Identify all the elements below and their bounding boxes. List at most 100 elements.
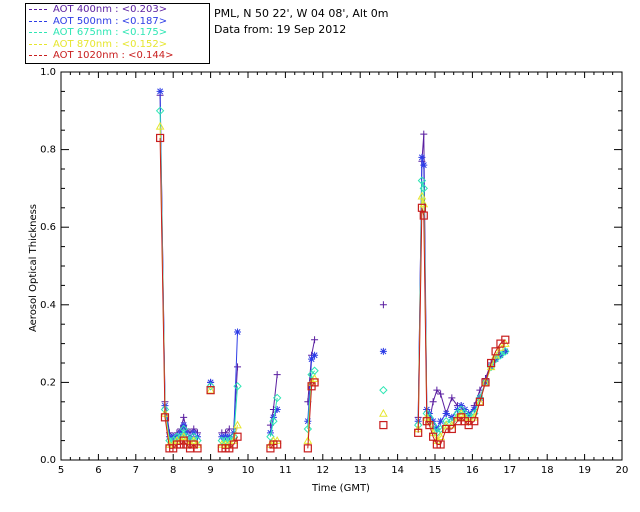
data-point-star [234, 328, 242, 336]
x-tick-label: 9 [207, 465, 213, 476]
series-triangle [155, 121, 510, 448]
data-point-square [310, 378, 319, 387]
data-point-diamond [269, 416, 278, 426]
x-tick-label: 14 [391, 465, 404, 476]
data-point-square [379, 420, 388, 430]
x-tick-label: 18 [541, 465, 554, 476]
data-point-diamond [379, 385, 388, 395]
data-point-triangle [181, 436, 191, 444]
y-axis-title: Aerosol Optical Thickness [28, 204, 39, 332]
y-tick-label: 0.6 [40, 222, 56, 233]
data-point-star [311, 351, 319, 359]
y-tick-label: 1.0 [40, 67, 56, 78]
data-point-square [414, 428, 423, 437]
legend-item-1020nm: AOT 1020nm : <0.144> [26, 50, 209, 62]
series-line [417, 157, 506, 431]
legend-item-870nm: AOT 870nm : <0.152> [26, 39, 209, 51]
x-tick-label: 15 [429, 465, 442, 476]
data-point-square [419, 211, 428, 220]
chart-axes: 5 6 7 8 9 10 11 12 13 14 15 16 17 18 19 20 0.0 0.2 0.4 0.6 0… [40, 67, 628, 476]
data-point-square [429, 432, 438, 441]
data-point-triangle [310, 373, 319, 382]
y-tick-label: 0.4 [40, 300, 56, 311]
data-point-star [420, 161, 428, 169]
x-tick-label: 17 [503, 465, 516, 476]
y-tick-label: 0.0 [40, 455, 56, 466]
data-point-square [206, 386, 215, 395]
legend-item-675nm: AOT 675nm : <0.175> [26, 27, 209, 39]
plot-frame [60, 71, 623, 461]
chart-legend: AOT 400nm : <0.203> AOT 500nm : <0.187> … [25, 3, 210, 64]
legend-label-500nm: AOT 500nm : <0.187> [53, 15, 168, 27]
x-tick-label: 11 [279, 465, 292, 476]
data-point-plus [437, 390, 445, 398]
data-point-star [501, 347, 509, 355]
x-tick-label: 8 [170, 465, 176, 476]
data-point-square [491, 347, 500, 356]
data-point-triangle [233, 420, 242, 429]
data-point-triangle [417, 191, 427, 200]
legend-swatch-500nm [29, 20, 47, 22]
legend-label-675nm: AOT 675nm : <0.175> [53, 27, 168, 39]
data-point-square [417, 203, 427, 212]
legend-label-870nm: AOT 870nm : <0.152> [53, 38, 168, 50]
data-point-star [308, 355, 316, 363]
x-tick-label: 7 [133, 465, 139, 476]
legend-swatch-675nm [29, 32, 47, 34]
data-point-plus [234, 363, 242, 371]
legend-swatch-870nm [29, 43, 47, 45]
y-tick-label: 0.2 [40, 377, 56, 388]
series-line [417, 134, 506, 422]
data-point-triangle [456, 408, 466, 417]
legend-item-500nm: AOT 500nm : <0.187> [26, 16, 209, 28]
x-tick-label: 19 [578, 465, 591, 476]
data-point-square [425, 420, 434, 430]
series-line [269, 397, 278, 437]
legend-item-400nm: AOT 400nm : <0.203> [26, 4, 209, 16]
x-tick-label: 13 [354, 465, 367, 476]
data-point-triangle [425, 416, 434, 425]
data-point-square [156, 133, 165, 143]
data-point-square [487, 358, 496, 368]
data-point-triangle [441, 420, 451, 429]
station-location: PML, N 50 22', W 04 08', Alt 0m [214, 7, 389, 20]
series-line [159, 126, 198, 446]
data-point-triangle [419, 199, 429, 208]
data-point-diamond [233, 382, 242, 391]
legend-swatch-1020nm [29, 55, 47, 57]
series-line [159, 110, 198, 442]
series-line [417, 196, 506, 442]
data-point-square [442, 424, 451, 434]
data-point-square [481, 378, 490, 387]
x-tick-label: 5 [58, 465, 64, 476]
x-tick-label: 10 [242, 465, 255, 476]
series-line [159, 95, 198, 438]
data-point-triangle [379, 408, 388, 417]
data-point-diamond [417, 176, 427, 185]
series-star [156, 87, 509, 441]
data-point-plus [433, 386, 441, 394]
data-point-square [436, 440, 445, 449]
data-point-square [447, 424, 456, 434]
legend-swatch-400nm [29, 9, 47, 10]
x-tick-label: 12 [316, 465, 329, 476]
data-point-square [303, 444, 312, 453]
data-point-star [437, 417, 445, 425]
data-point-plus [180, 413, 188, 421]
data-point-square [501, 335, 510, 344]
x-tick-label: 20 [616, 465, 629, 476]
station-info: PML, N 50 22', W 04 08', Alt 0m Data fro… [214, 6, 388, 38]
data-point-plus [420, 130, 428, 138]
chart-plot-area [155, 87, 510, 453]
data-point-diamond [419, 184, 428, 193]
data-point-square [233, 432, 242, 441]
data-point-triangle [179, 432, 189, 441]
data-point-triangle [481, 377, 490, 386]
data-point-star [156, 87, 164, 95]
legend-label-1020nm: AOT 1020nm : <0.144> [53, 50, 174, 62]
data-point-square [273, 440, 282, 449]
data-point-plus [448, 394, 456, 402]
data-point-triangle [206, 385, 215, 394]
data-point-star [418, 153, 426, 161]
data-point-star [273, 406, 281, 414]
